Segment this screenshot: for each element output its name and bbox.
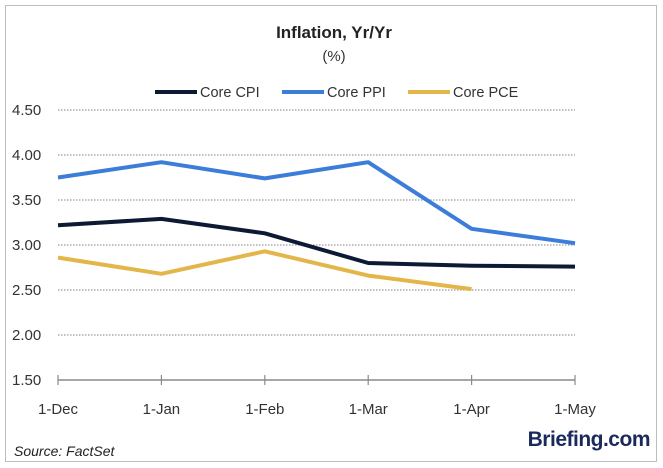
legend-label: Core CPI xyxy=(200,85,260,101)
x-tick-label: 1-Jan xyxy=(143,401,181,418)
x-tick-label: 1-Dec xyxy=(38,401,79,418)
y-tick-label: 2.50 xyxy=(12,282,41,299)
series-line-core-pce xyxy=(57,249,472,292)
gridlines xyxy=(58,109,575,336)
y-tick-label: 1.50 xyxy=(12,372,41,389)
x-axis: 1-Dec 1-Jan 1-Feb 1-Mar 1-Apr 1-May xyxy=(38,375,596,418)
chart-frame xyxy=(5,5,657,462)
y-axis-ticks: 1.50 2.00 2.50 3.00 3.50 4.00 4.50 xyxy=(12,102,41,389)
series-line-core-ppi xyxy=(57,160,576,246)
y-tick-label: 3.00 xyxy=(12,237,41,254)
legend-item-core-ppi: Core PPI xyxy=(282,85,386,101)
legend-item-core-pce: Core PCE xyxy=(408,85,519,101)
source-note: Source: FactSet xyxy=(14,443,115,459)
legend-label: Core PPI xyxy=(327,85,386,101)
x-tick-label: 1-Feb xyxy=(245,401,284,418)
y-tick-label: 4.50 xyxy=(12,102,41,119)
x-tick-label: 1-Mar xyxy=(349,401,388,418)
x-tick-label: 1-May xyxy=(554,401,596,418)
y-tick-label: 2.00 xyxy=(12,327,41,344)
brand-logo: Briefing.com xyxy=(528,428,650,451)
series-lines xyxy=(57,160,576,292)
chart-title: Inflation, Yr/Yr xyxy=(276,23,392,42)
legend-label: Core PCE xyxy=(453,85,519,101)
chart-subtitle: (%) xyxy=(322,48,345,65)
x-tick-label: 1-Apr xyxy=(453,401,490,418)
legend-item-core-cpi: Core CPI xyxy=(155,85,260,101)
y-tick-label: 3.50 xyxy=(12,192,41,209)
series-line-core-cpi xyxy=(57,216,576,269)
y-tick-label: 4.00 xyxy=(12,147,41,164)
legend: Core CPI Core PPI Core PCE xyxy=(155,85,519,101)
